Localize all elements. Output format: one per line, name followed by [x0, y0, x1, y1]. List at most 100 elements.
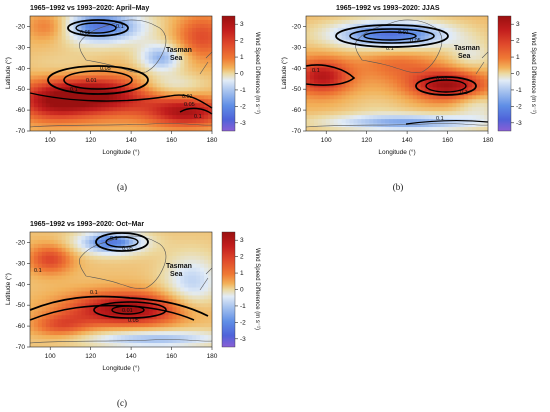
heatmap-cell: [460, 55, 465, 61]
heatmap-cell: [148, 27, 154, 33]
heatmap-cell: [404, 59, 410, 64]
heatmap-cell: [53, 315, 59, 320]
heatmap-cell: [389, 23, 394, 29]
heatmap-cell: [45, 115, 51, 120]
heatmap-cell: [313, 95, 319, 100]
heatmap-cell: [168, 327, 173, 332]
heatmap-cell: [420, 95, 426, 100]
heatmap-cell: [306, 123, 311, 128]
heatmap-cell: [476, 95, 481, 100]
heatmap-cell: [41, 91, 47, 96]
heatmap-cell: [168, 291, 173, 296]
heatmap-cell: [105, 95, 110, 100]
heatmap-cell: [101, 331, 106, 336]
heatmap-cell: [152, 311, 158, 316]
heatmap-cell: [412, 107, 418, 112]
heatmap-cell: [484, 71, 488, 76]
heatmap-cell: [105, 271, 110, 277]
heatmap-cell: [140, 107, 146, 112]
heatmap-cell: [448, 99, 453, 104]
heatmap-cell: [156, 35, 161, 41]
heatmap-cell: [168, 319, 173, 324]
heatmap-cell: [204, 323, 209, 328]
heatmap-cell: [424, 83, 430, 88]
heatmap-cell: [57, 243, 63, 249]
heatmap-cell: [69, 127, 74, 131]
heatmap-cell: [101, 232, 106, 237]
heatmap-cell: [37, 127, 43, 131]
heatmap-cell: [349, 16, 354, 21]
heatmap-cell: [81, 267, 86, 273]
heatmap-cell: [480, 43, 485, 49]
heatmap-cell: [176, 79, 181, 84]
heatmap-cell: [148, 232, 154, 237]
heatmap-cell: [65, 111, 70, 116]
heatmap-cell: [136, 27, 142, 33]
heatmap-cell: [156, 103, 161, 108]
heatmap-cell: [204, 311, 209, 316]
heatmap-cell: [365, 115, 370, 120]
australia-coast: [79, 19, 167, 73]
heatmap-cell: [192, 83, 197, 88]
heatmap-cell: [381, 27, 386, 33]
heatmap-cell: [156, 235, 161, 241]
heatmap-cell: [49, 67, 55, 72]
heatmap-cell: [101, 283, 106, 288]
heatmap-cell: [121, 232, 126, 237]
heatmap-cell: [37, 339, 43, 344]
heatmap-cell: [33, 95, 39, 100]
heatmap-cell: [424, 67, 430, 72]
heatmap-cell: [69, 232, 74, 237]
heatmap-cell: [121, 327, 126, 332]
heatmap-cell: [192, 315, 197, 320]
heatmap-cell: [41, 39, 47, 45]
heatmap-cell: [200, 27, 205, 33]
heatmap-cell: [452, 31, 457, 37]
heatmap-cell: [353, 95, 358, 100]
heatmap-cell: [30, 232, 35, 237]
heatmap-cell: [140, 263, 146, 269]
heatmap-cell: [400, 31, 406, 37]
heatmap-cell: [152, 16, 158, 21]
heatmap-cell: [313, 115, 319, 120]
heatmap-cell: [81, 331, 86, 336]
heatmap-cell: [152, 107, 158, 112]
heatmap-cell: [176, 319, 181, 324]
heatmap-cell: [408, 75, 414, 80]
heatmap-cell: [432, 55, 437, 61]
heatmap-cell: [444, 71, 449, 76]
heatmap-cell: [208, 307, 212, 312]
heatmap-cell: [144, 271, 150, 277]
heatmap-cell: [196, 263, 201, 269]
heatmap-cell: [156, 339, 161, 344]
heatmap-cell: [105, 23, 110, 29]
heatmap-cell: [180, 295, 185, 300]
heatmap-cell: [93, 71, 98, 76]
heatmap-cell: [345, 51, 350, 57]
heatmap-cell: [168, 67, 173, 72]
heatmap-cell: [321, 23, 327, 29]
heatmap-cell: [325, 47, 331, 53]
y-tick-label: -30: [16, 44, 26, 51]
heatmap-cell: [33, 343, 39, 347]
heatmap-cell: [400, 59, 406, 64]
heatmap-cell: [464, 99, 469, 104]
heatmap-cell: [408, 59, 414, 64]
heatmap-cell: [85, 16, 90, 21]
heatmap-cell: [373, 47, 378, 53]
heatmap-cell: [196, 83, 201, 88]
heatmap-cell: [73, 299, 78, 304]
heatmap-cell: [480, 107, 485, 112]
heatmap-cell: [156, 287, 161, 292]
heatmap-cell: [93, 235, 98, 241]
heatmap-cell: [136, 259, 142, 265]
heatmap-cell: [37, 331, 43, 336]
heatmap-cell: [393, 47, 398, 53]
contour-line: [425, 79, 467, 93]
heatmap-cell: [49, 239, 55, 245]
heatmap-cell: [176, 115, 181, 120]
heatmap-cell: [176, 271, 181, 277]
heatmap-cell: [377, 19, 382, 25]
antarctica-coast: [29, 339, 213, 344]
heatmap-cell: [397, 75, 402, 80]
